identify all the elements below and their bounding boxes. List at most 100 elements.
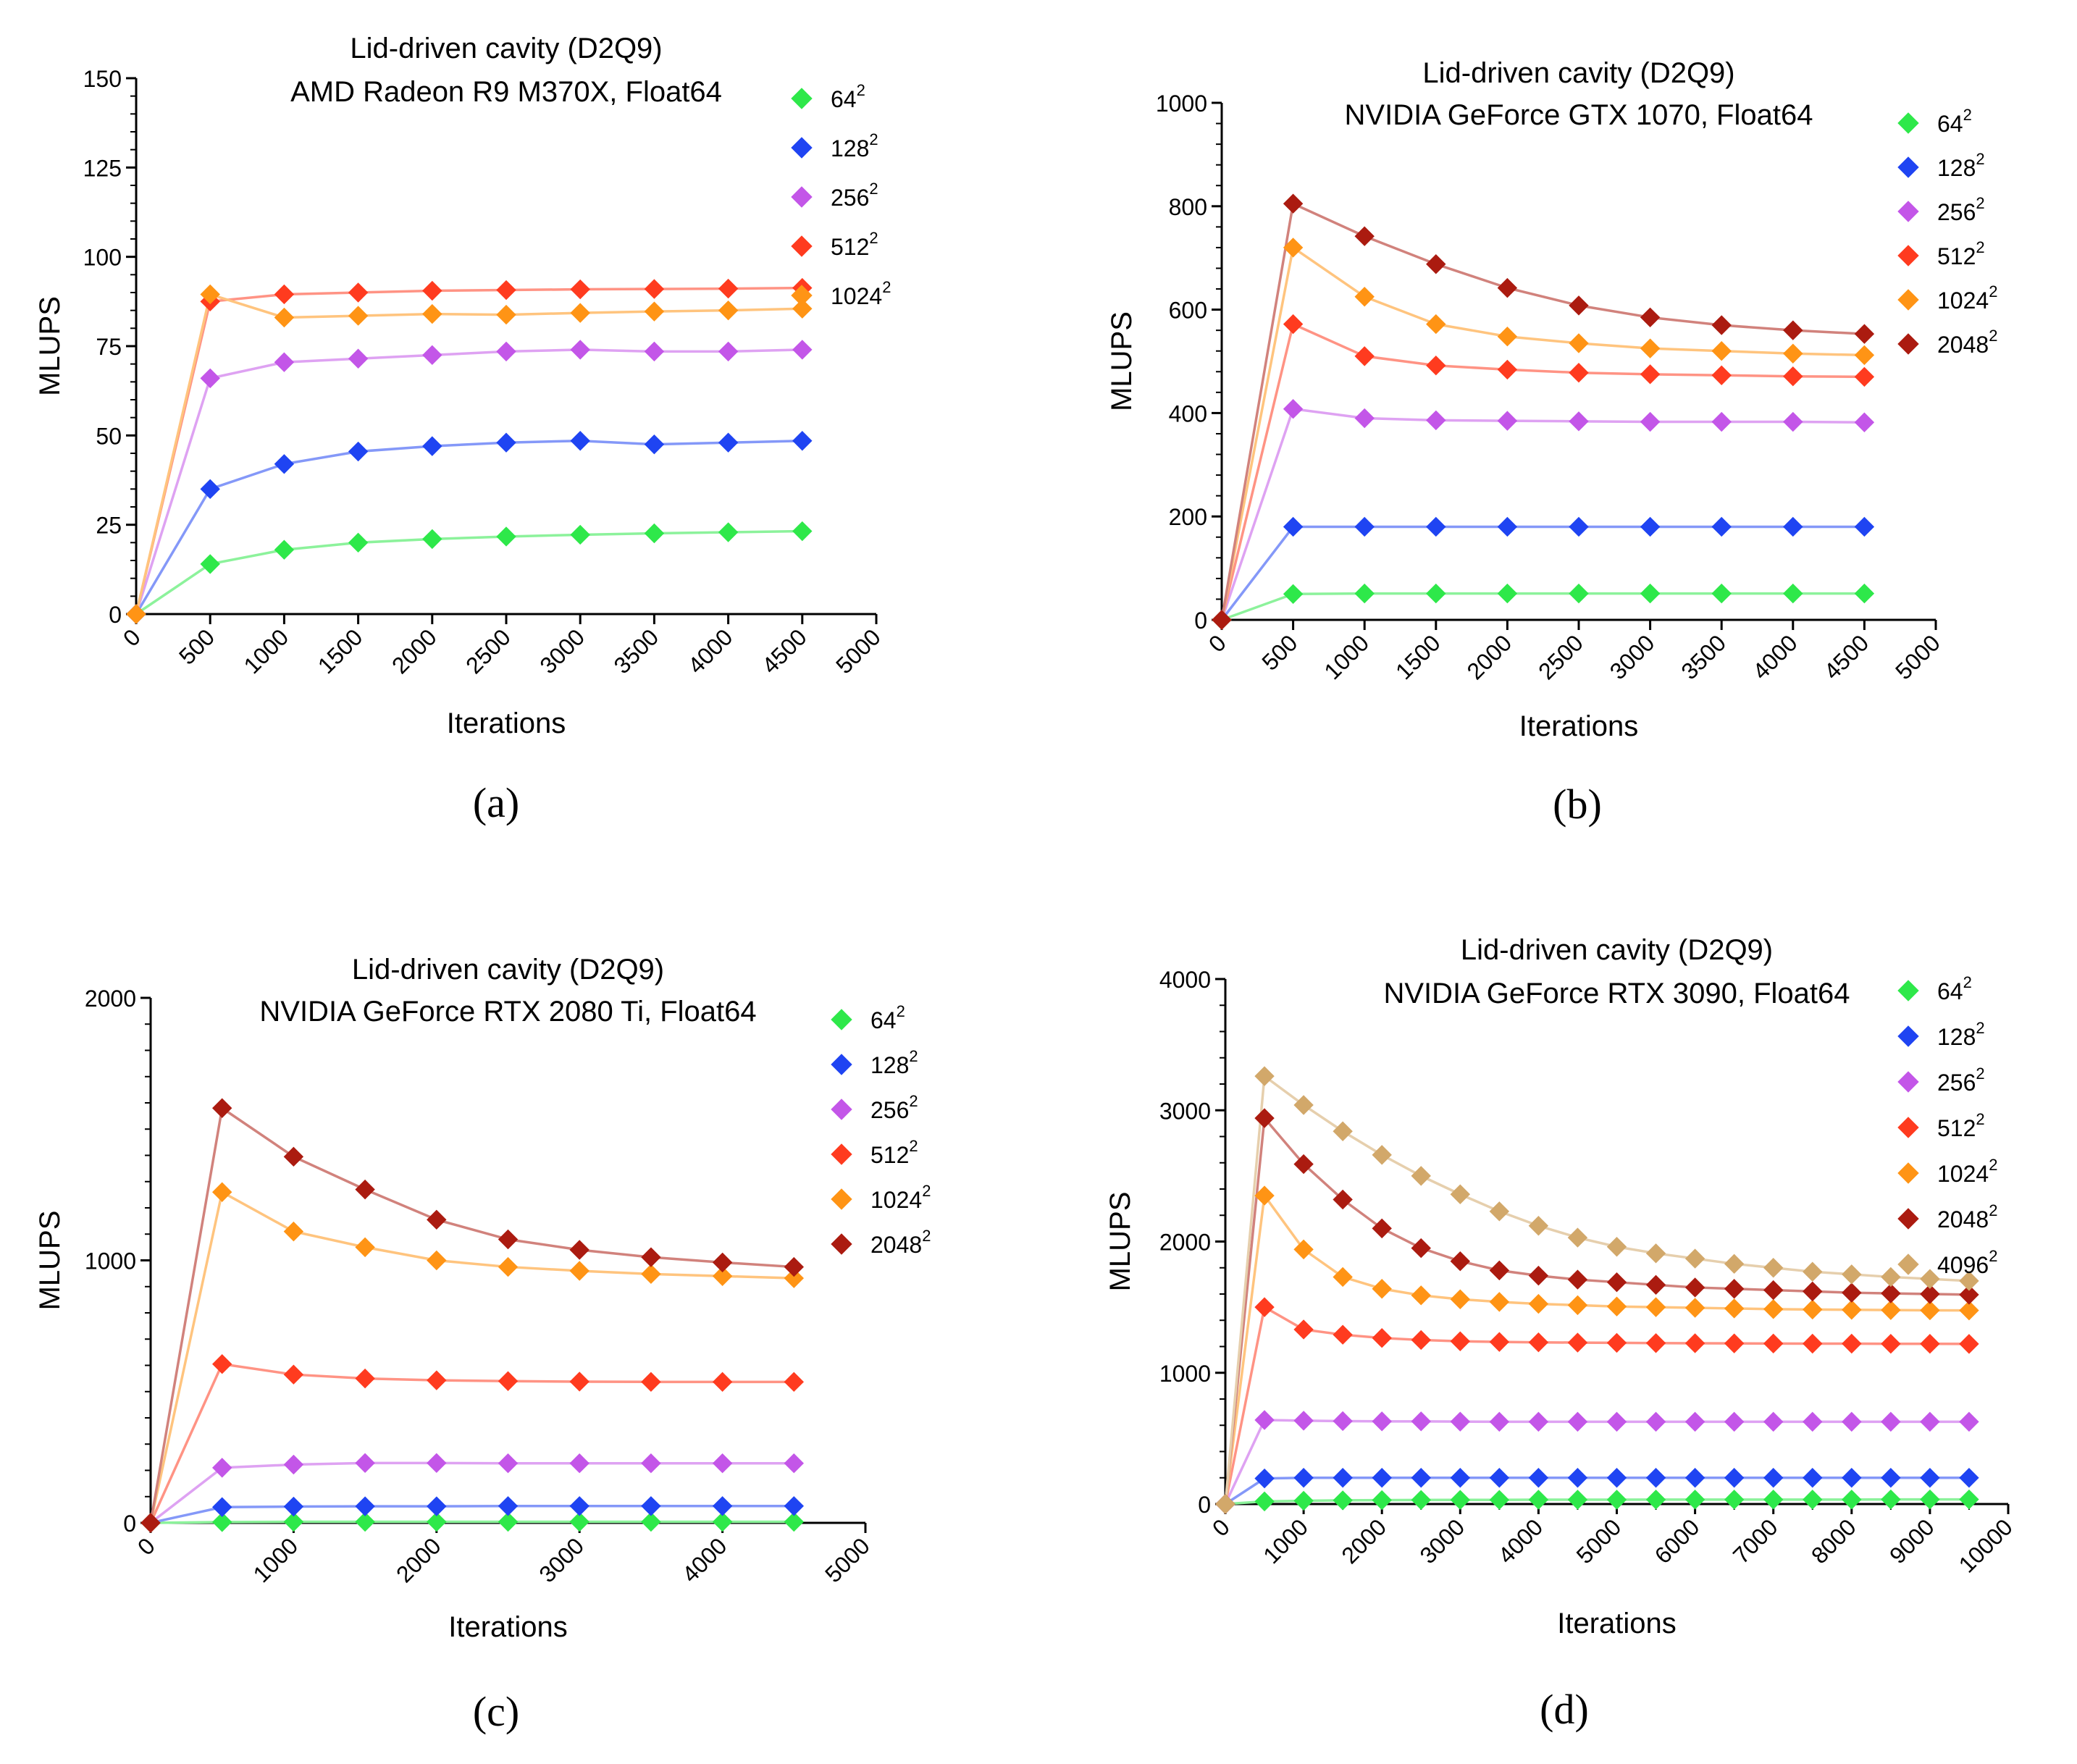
data-point — [1763, 1411, 1784, 1432]
data-point — [1354, 583, 1375, 604]
data-point — [1842, 1264, 1862, 1285]
data-point — [1684, 1411, 1705, 1432]
legend-superscript: 2 — [1976, 150, 1984, 168]
data-point — [1606, 1468, 1627, 1488]
data-point — [784, 1268, 805, 1288]
chart-subtitle: AMD Radeon R9 M370X, Float64 — [290, 76, 722, 108]
data-point — [1803, 1299, 1823, 1320]
data-point — [1684, 1298, 1705, 1318]
legend-marker — [1897, 245, 1919, 266]
data-point — [1293, 1319, 1314, 1340]
legend-label: 40962 — [1937, 1247, 1997, 1278]
legend-superscript: 2 — [1976, 1064, 1984, 1083]
data-point — [1959, 1411, 1979, 1432]
y-tick-label: 3000 — [1159, 1098, 1211, 1124]
data-point — [1763, 1280, 1784, 1301]
data-point — [1920, 1333, 1940, 1354]
data-point — [1724, 1333, 1745, 1353]
legend-marker — [1897, 333, 1919, 355]
series-line — [149, 1362, 794, 1524]
data-point — [1426, 583, 1446, 604]
data-point — [1333, 1324, 1353, 1345]
data-point — [712, 1511, 733, 1532]
data-point — [427, 1511, 447, 1532]
data-point — [569, 1240, 589, 1260]
legend-superscript: 2 — [1976, 1110, 1984, 1128]
data-point — [1640, 516, 1661, 537]
data-point — [784, 1372, 805, 1393]
y-tick-label: 4000 — [1159, 967, 1211, 993]
series-line — [149, 1190, 794, 1524]
y-tick-label: 0 — [123, 1511, 136, 1537]
legend-superscript: 2 — [1976, 194, 1984, 212]
data-point — [644, 341, 665, 362]
data-point — [1372, 1218, 1392, 1239]
data-point — [1724, 1253, 1745, 1274]
legend-superscript: 2 — [1989, 1201, 1997, 1219]
y-tick-label: 50 — [96, 423, 122, 449]
data-point — [211, 1512, 232, 1532]
data-point — [718, 432, 739, 453]
data-point — [1606, 1490, 1627, 1510]
data-point — [1212, 610, 1232, 630]
data-point — [1567, 1468, 1588, 1488]
data-point — [1293, 1490, 1314, 1511]
data-point — [498, 1229, 519, 1250]
data-point — [1645, 1297, 1666, 1317]
data-point — [1354, 287, 1375, 307]
data-point — [1724, 1298, 1745, 1319]
data-point — [1920, 1284, 1940, 1304]
data-point — [1920, 1468, 1940, 1488]
y-tick-label: 0 — [1198, 1492, 1211, 1518]
series-line — [150, 1505, 794, 1524]
data-point — [1426, 410, 1446, 431]
series-512 — [1220, 322, 1865, 621]
data-point — [496, 304, 516, 325]
legend-marker — [791, 137, 813, 159]
legend-label: 20482 — [1937, 327, 1997, 358]
series-markers-2048 — [140, 1098, 805, 1533]
series-64 — [150, 1520, 794, 1524]
data-point — [274, 307, 295, 328]
data-point — [792, 431, 813, 451]
data-point — [283, 1496, 304, 1517]
legend-label: 10242 — [831, 278, 891, 309]
legend-superscript: 2 — [909, 1092, 918, 1110]
data-point — [1645, 1243, 1666, 1264]
data-point — [1606, 1411, 1627, 1432]
data-point — [1763, 1258, 1784, 1278]
data-point — [1254, 1108, 1275, 1128]
data-point — [1283, 584, 1304, 605]
data-point — [1645, 1333, 1666, 1353]
series-1024 — [135, 293, 802, 615]
data-point — [200, 284, 220, 305]
data-point — [1567, 1411, 1588, 1432]
data-point — [1450, 1184, 1471, 1204]
y-tick-label: 125 — [83, 155, 122, 181]
data-point — [1854, 366, 1875, 387]
y-tick-label: 800 — [1169, 194, 1207, 220]
data-point — [422, 303, 442, 324]
x-axis-label: Iterations — [1519, 710, 1639, 742]
data-point — [570, 431, 590, 451]
data-point — [784, 1511, 805, 1532]
legend-label: 10242 — [870, 1182, 931, 1213]
legend-marker — [831, 1009, 852, 1030]
data-point — [1881, 1300, 1901, 1320]
x-axis-label: Iterations — [447, 707, 566, 739]
data-point — [1711, 315, 1732, 335]
data-point — [1684, 1248, 1705, 1269]
data-point — [1411, 1468, 1431, 1488]
data-point — [1254, 1468, 1275, 1489]
data-point — [422, 529, 442, 550]
panel-caption: (c) — [473, 1688, 519, 1735]
data-point — [1333, 1121, 1353, 1141]
y-axis-label: MLUPS — [34, 1211, 66, 1311]
legend-superscript: 2 — [922, 1227, 931, 1245]
data-point — [496, 432, 516, 453]
data-point — [1450, 1490, 1471, 1510]
data-point — [1854, 583, 1875, 604]
series-markers-64 — [140, 1511, 805, 1533]
